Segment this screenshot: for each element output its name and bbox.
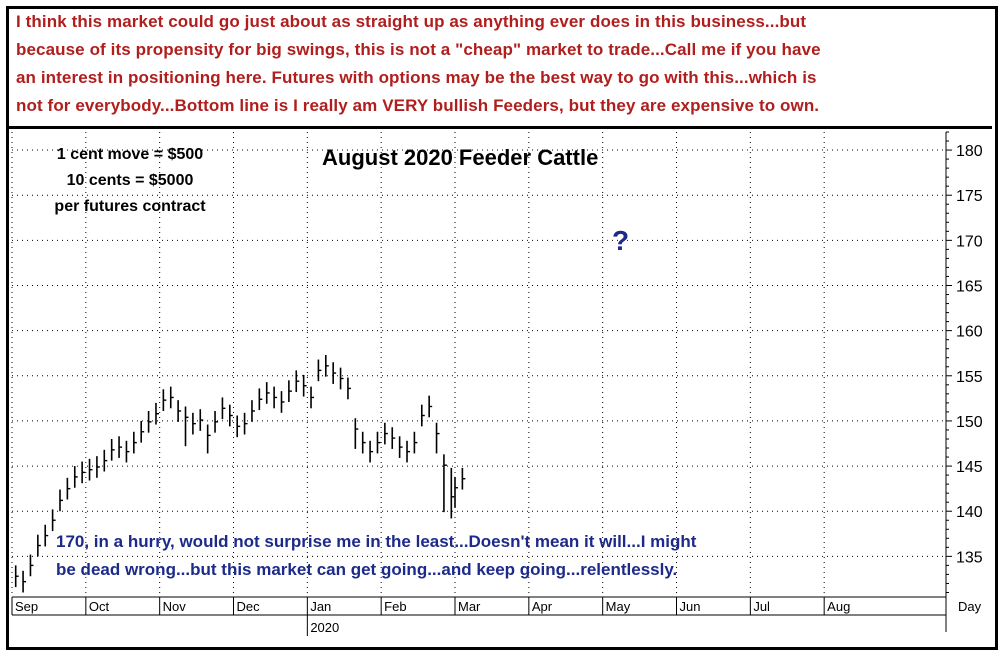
y-tick-label: 180 — [956, 143, 983, 160]
chart-frame — [6, 6, 998, 650]
x-tick-label: Jul — [753, 599, 770, 614]
x-tick-label: Aug — [827, 599, 850, 614]
y-tick-label: 175 — [956, 188, 983, 205]
forecast-note-2: be dead wrong...but this market can get … — [56, 560, 678, 579]
commentary-line-2: because of its propensity for big swings… — [16, 40, 821, 59]
commentary-line-1: I think this market could go just about … — [16, 12, 807, 31]
axes: 135 140 145 150 155 160 165 170 175 180 Sep Oct Nov D… — [11, 131, 983, 636]
x-axis-label: Day — [958, 599, 982, 614]
forecast-question-mark: ? — [612, 225, 630, 256]
y-tick-label: 165 — [956, 278, 983, 295]
x-tick-label: Jan — [310, 599, 331, 614]
contract-note-2: 10 cents = $5000 — [66, 172, 194, 189]
year-label: 2020 — [310, 620, 339, 635]
x-tick-label: Apr — [532, 599, 553, 614]
y-tick-label: 140 — [956, 504, 983, 521]
y-tick-label: 145 — [956, 459, 983, 476]
grid-lines — [11, 132, 946, 597]
forecast-note-1: 170, in a hurry, would not surprise me i… — [56, 532, 697, 551]
x-tick-label: Sep — [15, 599, 38, 614]
commentary-box: I think this market could go just about … — [6, 6, 992, 129]
x-tick-label: Oct — [89, 599, 110, 614]
y-tick-label: 160 — [956, 324, 983, 341]
x-tick-label: Nov — [163, 599, 187, 614]
y-tick-label: 135 — [956, 549, 983, 566]
chart-title: August 2020 Feeder Cattle — [322, 145, 599, 170]
commentary-line-3: an interest in positioning here. Futures… — [16, 68, 817, 87]
x-tick-label: Feb — [384, 599, 406, 614]
contract-note-1: 1 cent move = $500 — [56, 146, 204, 163]
commentary-line-4: not for everybody...Bottom line is I rea… — [16, 96, 820, 115]
y-tick-label: 155 — [956, 369, 983, 386]
price-bars — [14, 355, 466, 593]
y-tick-label: 150 — [956, 414, 983, 431]
x-tick-label: Jun — [680, 599, 701, 614]
x-tick-label: May — [606, 599, 631, 614]
x-tick-label: Dec — [237, 599, 261, 614]
y-tick-label: 170 — [956, 233, 983, 250]
x-tick-label: Mar — [458, 599, 481, 614]
contract-note-3: per futures contract — [54, 198, 206, 215]
